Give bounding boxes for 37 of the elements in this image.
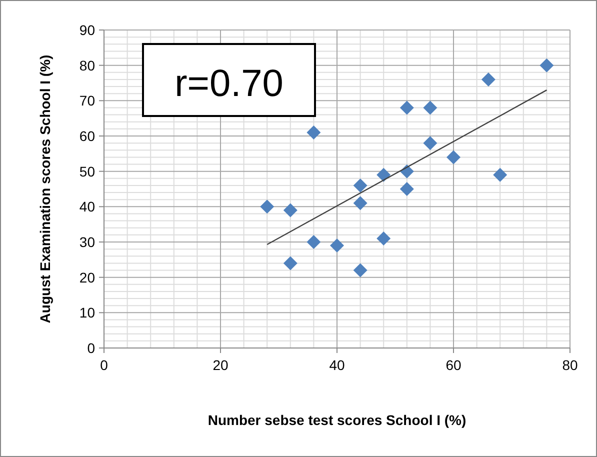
- y-tick-label: 70: [79, 92, 96, 109]
- y-tick-label: 90: [79, 22, 96, 38]
- y-axis-title: August Examination scores School I (%): [37, 54, 53, 324]
- annotation: r=0.70: [174, 63, 284, 105]
- y-tick-label: 20: [79, 269, 96, 286]
- point: [423, 100, 438, 115]
- point: [260, 200, 274, 214]
- y-tick-label: 10: [79, 304, 96, 321]
- point: [306, 125, 321, 140]
- point: [376, 231, 391, 246]
- x-tick-label: 60: [446, 357, 462, 373]
- x-axis-title: Number sebse test scores School I (%): [208, 412, 466, 428]
- point: [540, 58, 554, 72]
- x-tick-label: 80: [562, 357, 578, 373]
- point: [353, 196, 368, 210]
- point: [353, 263, 368, 278]
- point: [283, 203, 298, 218]
- y-tick-label: 30: [79, 234, 96, 250]
- point: [306, 235, 321, 249]
- point: [493, 168, 508, 182]
- y-tick-label: 80: [79, 57, 96, 74]
- x-tick-label: 20: [212, 357, 228, 373]
- point: [423, 136, 438, 150]
- y-tick-label: 40: [79, 198, 96, 215]
- y-tick-label: 0: [87, 340, 96, 356]
- point: [400, 182, 414, 196]
- point: [330, 238, 344, 253]
- point: [400, 100, 414, 115]
- point: [353, 178, 368, 192]
- point: [481, 72, 496, 86]
- y-tick-label: 60: [79, 128, 96, 144]
- point: [446, 150, 460, 164]
- point: [283, 256, 298, 270]
- x-tick-label: 0: [100, 357, 108, 373]
- x-tick-label: 40: [329, 357, 345, 373]
- y-tick-label: 50: [79, 163, 96, 180]
- point: [376, 168, 391, 182]
